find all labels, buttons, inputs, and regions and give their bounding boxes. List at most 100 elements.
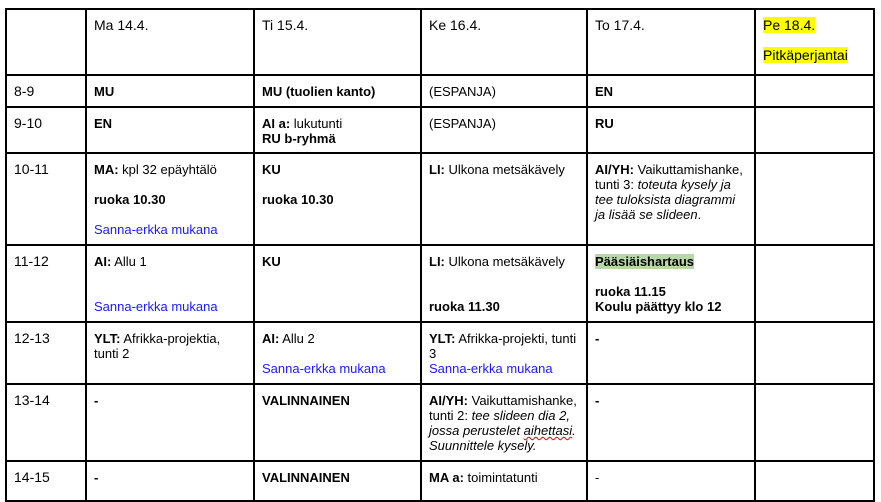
schedule-cell[interactable]: (ESPANJA) (420, 74, 588, 108)
cell-paragraph: Ma 14.4. (94, 18, 247, 33)
cell-paragraph: LI: Ulkona metsäkävely (429, 162, 580, 177)
cell-paragraph: Sanna-erkka mukana (262, 361, 414, 376)
time-slot-cell[interactable]: 9-10 (5, 106, 87, 154)
cell-text: Allu 1 (111, 254, 147, 269)
schedule-cell[interactable]: MA: kpl 32 epäyhtälö ruoka 10.30 Sanna-erk… (85, 152, 255, 246)
schedule-cell[interactable]: - (586, 383, 756, 462)
cell-text: (ESPANJA) (429, 116, 496, 131)
cell-paragraph (94, 177, 247, 192)
cell-paragraph: (ESPANJA) (429, 116, 580, 131)
schedule-cell[interactable]: EN (586, 74, 756, 108)
weekly-schedule-table: Ma 14.4. Ti 15.4. Ke 16.4. To 17.4. Pe 18.4.… (5, 8, 875, 502)
schedule-cell[interactable]: AI a: lukutunti RU b-ryhmä (253, 106, 422, 154)
schedule-cell[interactable]: AI: Allu 2 Sanna-erkka mukana (253, 321, 422, 385)
cell-paragraph: MU (tuolien kanto) (262, 84, 414, 99)
schedule-cell[interactable]: RU (586, 106, 756, 154)
schedule-cell[interactable]: KU (253, 244, 422, 323)
cell-paragraph: KU (262, 162, 414, 177)
day-header-cell[interactable]: Pe 18.4. Pitkäperjantai (754, 8, 875, 76)
subject-label: RU b-ryhmä (262, 131, 336, 146)
schedule-cell[interactable]: - (586, 460, 756, 502)
time-slot-cell[interactable]: 12-13 (5, 321, 87, 385)
subject-label: VALINNAINEN (262, 470, 350, 485)
subject-label: EN (94, 116, 113, 131)
subject-label: AI: (94, 254, 112, 269)
schedule-cell[interactable] (754, 321, 875, 385)
cell-paragraph: Koulu päättyy klo 12 (595, 299, 748, 314)
cell-paragraph: - (94, 393, 247, 408)
cell-paragraph: - (595, 393, 748, 408)
cell-paragraph: MU (94, 84, 247, 99)
table-row: 9-10 EN AI a: lukutunti RU b-ryhmä (ESPANJA)… (5, 106, 875, 154)
subject-label: LI: (429, 254, 445, 269)
schedule-cell[interactable]: MA a: toimintatunti (420, 460, 588, 502)
schedule-cell[interactable] (754, 383, 875, 462)
cell-paragraph (94, 269, 247, 284)
subject-label: AI a: (262, 116, 291, 131)
schedule-cell[interactable]: MU (85, 74, 255, 108)
schedule-cell[interactable]: - (85, 383, 255, 462)
time-slot-cell[interactable]: 8-9 (5, 74, 87, 108)
cell-paragraph: ruoka 10.30 (94, 192, 247, 207)
schedule-cell[interactable] (754, 244, 875, 323)
cell-text: Ke 16.4. (429, 17, 482, 33)
cell-paragraph: ruoka 11.30 (429, 299, 580, 314)
subject-label: AI: (262, 331, 280, 346)
day-header-cell[interactable]: Ke 16.4. (420, 8, 588, 76)
schedule-cell[interactable]: - (586, 321, 756, 385)
subject-label: ruoka 11.30 (429, 299, 500, 314)
schedule-cell[interactable]: EN (85, 106, 255, 154)
cell-paragraph: AI a: lukutunti (262, 116, 414, 131)
cell-paragraph: Pe 18.4. (763, 17, 867, 33)
cell-text: Pitkäperjantai (763, 47, 848, 63)
cell-paragraph: - (94, 470, 247, 485)
schedule-cell[interactable]: AI/YH: Vaikuttamishanke, tunti 2: tee sl… (420, 383, 588, 462)
time-slot-cell[interactable]: 14-15 (5, 460, 87, 502)
schedule-cell[interactable]: LI: Ulkona metsäkävely ruoka 11.30 (420, 244, 588, 323)
cell-paragraph: AI/YH: Vaikuttamishanke, tunti 2: tee sl… (429, 393, 580, 453)
cell-paragraph: EN (595, 84, 748, 99)
schedule-cell[interactable]: AI: Allu 1 Sanna-erkka mukana (85, 244, 255, 323)
schedule-cell[interactable] (754, 460, 875, 502)
cell-paragraph (94, 284, 247, 299)
schedule-cell[interactable]: MU (tuolien kanto) (253, 74, 422, 108)
schedule-cell[interactable]: LI: Ulkona metsäkävely (420, 152, 588, 246)
subject-label: - (595, 331, 600, 346)
schedule-cell[interactable] (754, 152, 875, 246)
cell-paragraph: LI: Ulkona metsäkävely (429, 254, 580, 269)
day-header-cell[interactable]: Ti 15.4. (253, 8, 422, 76)
schedule-cell[interactable]: AI/YH: Vaikuttamishanke, tunti 3: toteut… (586, 152, 756, 246)
schedule-cell[interactable]: KU ruoka 10.30 (253, 152, 422, 246)
cell-paragraph: Ti 15.4. (262, 18, 414, 33)
cell-text: toimintatunti (463, 470, 538, 485)
schedule-cell[interactable] (754, 74, 875, 108)
cell-paragraph: Pitkäperjantai (763, 47, 867, 63)
cell-paragraph: Sanna-erkka mukana (429, 361, 580, 376)
time-slot-cell[interactable]: 13-14 (5, 383, 87, 462)
note-text: Sanna-erkka mukana (429, 361, 553, 376)
schedule-cell[interactable]: (ESPANJA) (420, 106, 588, 154)
subject-label: ruoka 10.30 (94, 192, 166, 207)
schedule-cell[interactable]: YLT: Afrikka-projektia, tunti 2 (85, 321, 255, 385)
cell-paragraph: (ESPANJA) (429, 84, 580, 99)
time-slot-cell[interactable]: 11-12 (5, 244, 87, 323)
cell-paragraph: Sanna-erkka mukana (94, 222, 247, 237)
subject-label: YLT: (429, 331, 456, 346)
subject-label: Pääsiäishartaus (595, 254, 695, 269)
schedule-cell[interactable] (754, 106, 875, 154)
subject-label: KU (262, 162, 281, 177)
schedule-cell[interactable]: VALINNAINEN (253, 460, 422, 502)
schedule-cell[interactable]: YLT: Afrikka-projekti, tunti 3 Sanna-erkk… (420, 321, 588, 385)
cell-paragraph: ruoka 11.15 (595, 284, 748, 299)
cell-text: Ma 14.4. (94, 17, 149, 33)
cell-text: Vaikuttamishanke, tunti 3: (595, 162, 743, 192)
time-slot-cell[interactable]: 10-11 (5, 152, 87, 246)
day-header-cell[interactable]: To 17.4. (586, 8, 756, 76)
schedule-cell[interactable]: Pääsiäishartaus ruoka 11.15 Koulu päättyy … (586, 244, 756, 323)
day-header-cell[interactable]: Ma 14.4. (85, 8, 255, 76)
schedule-cell[interactable]: VALINNAINEN (253, 383, 422, 462)
subject-label: LI: (429, 162, 445, 177)
corner-cell[interactable] (5, 8, 87, 76)
schedule-cell[interactable]: - (85, 460, 255, 502)
cell-paragraph: - (595, 470, 748, 485)
